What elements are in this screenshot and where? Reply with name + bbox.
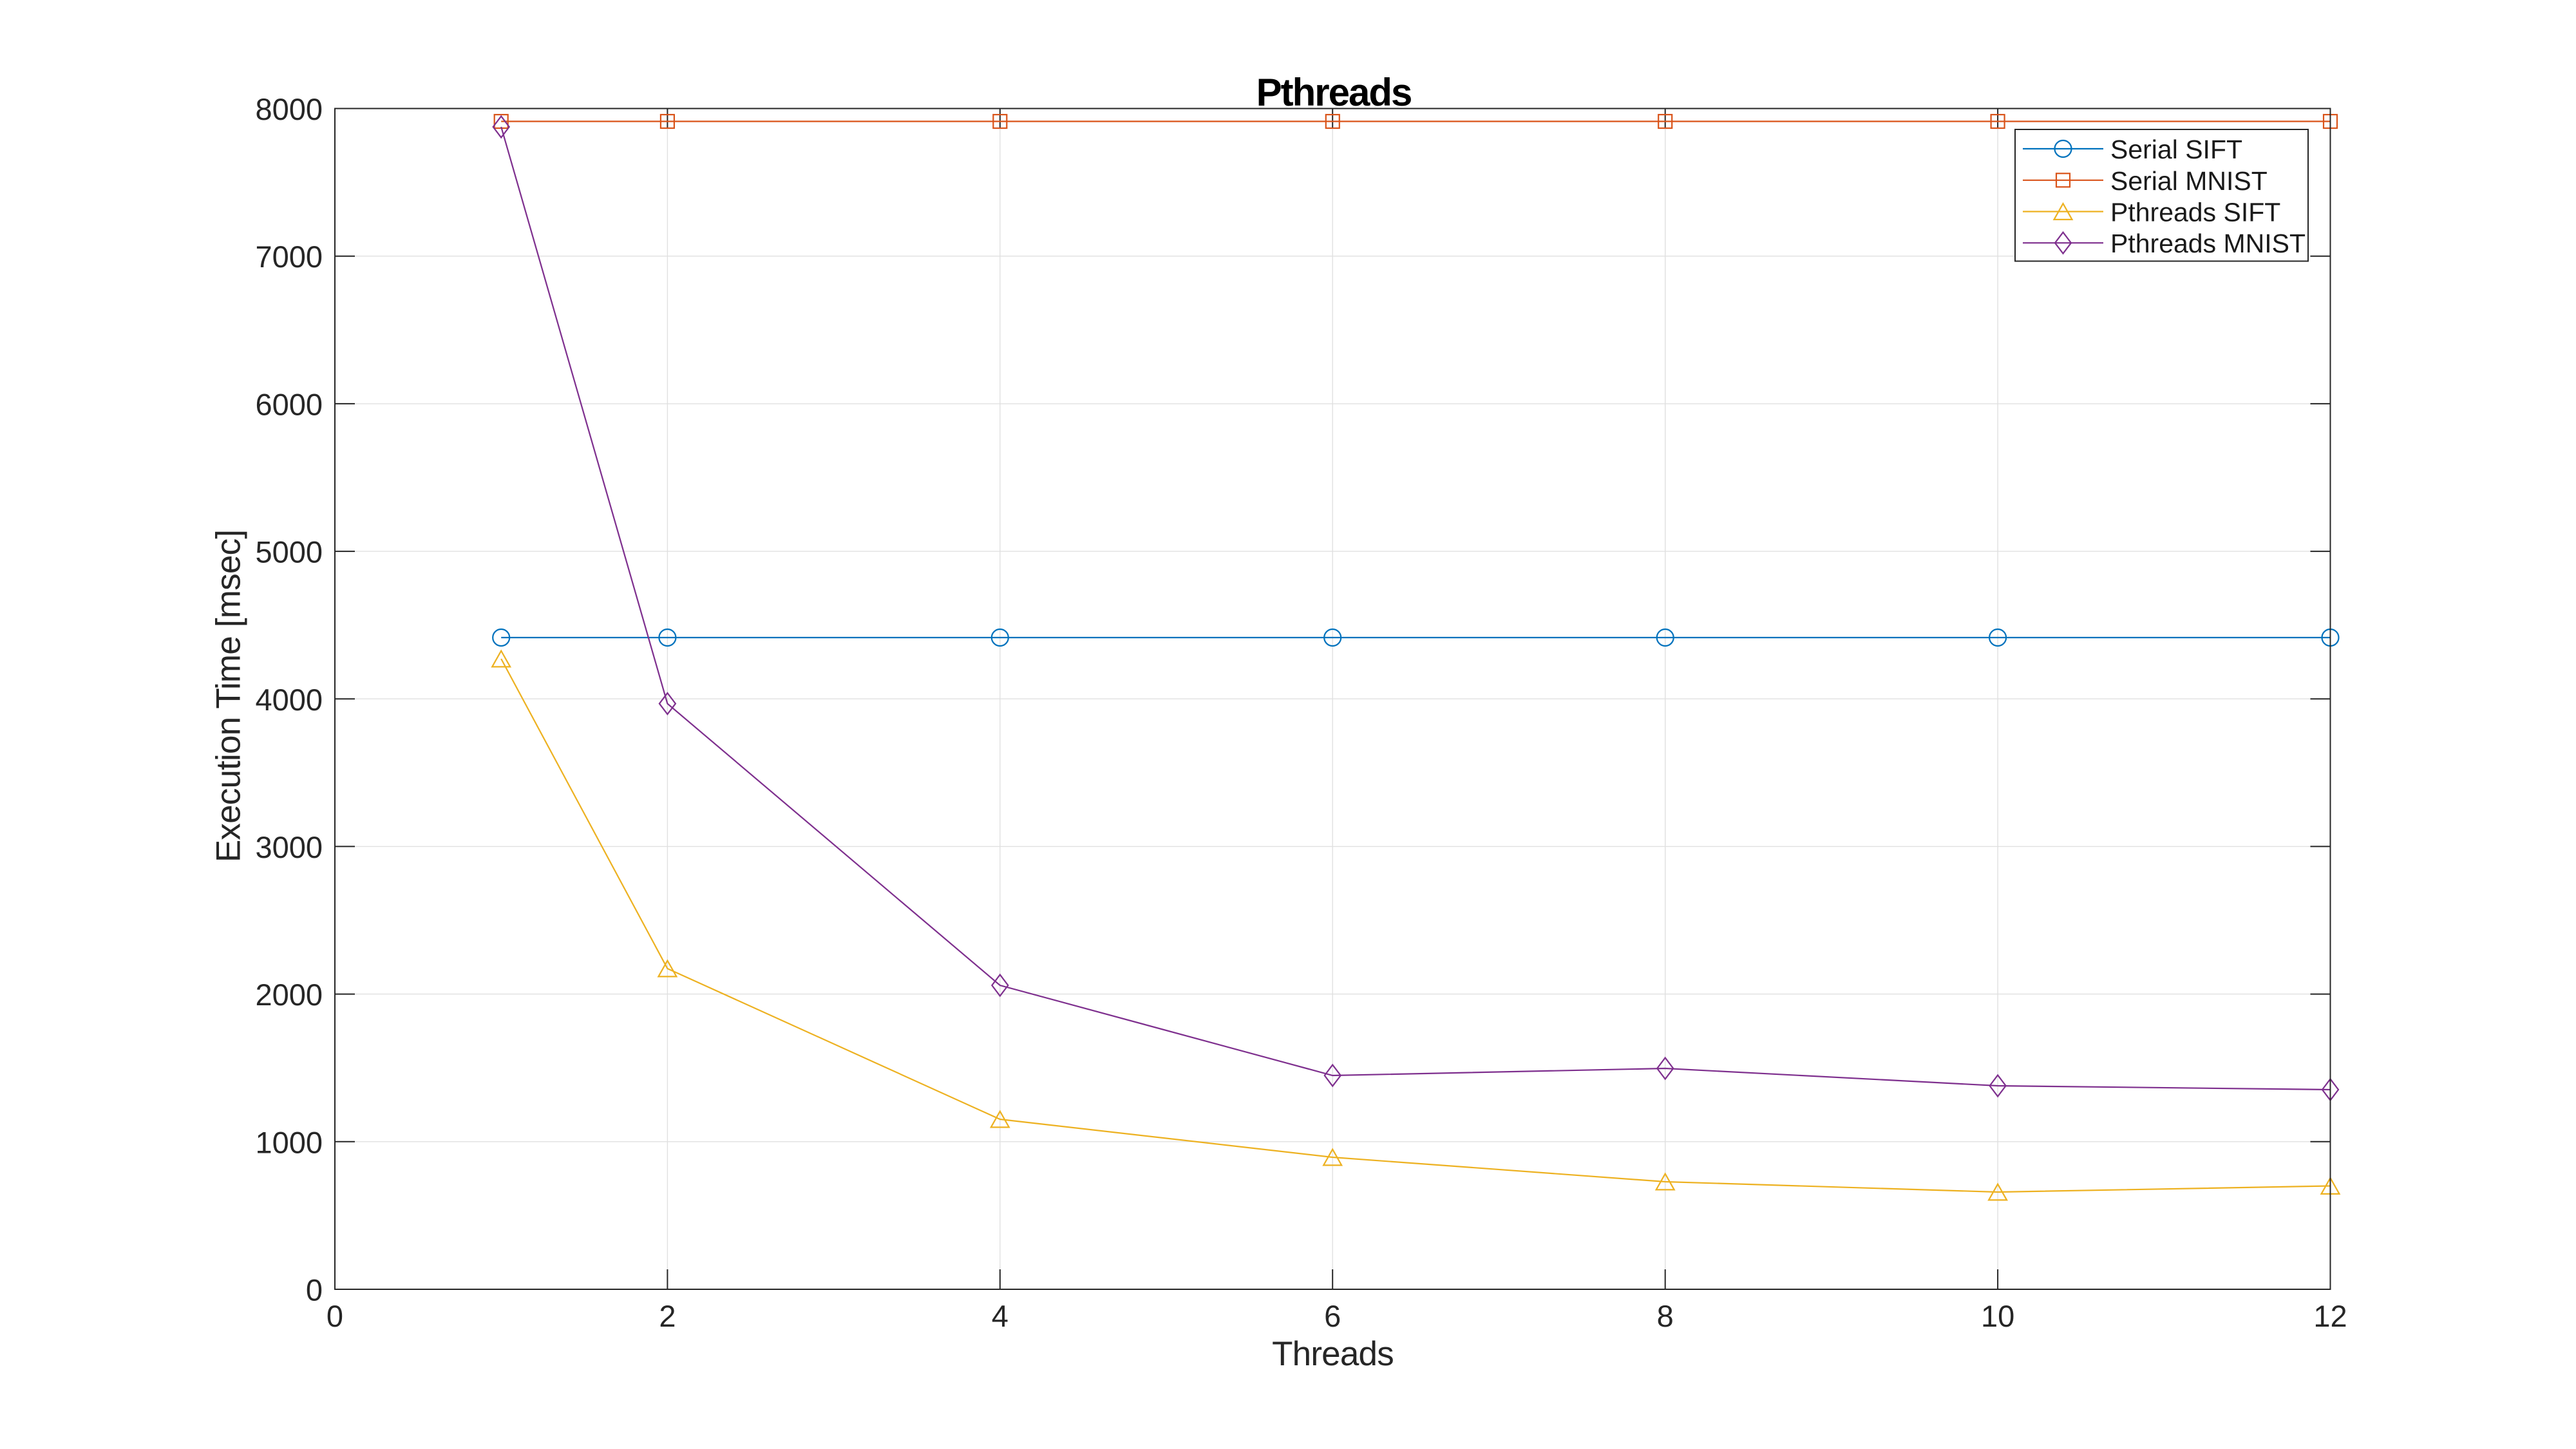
svg-text:Pthreads MNIST: Pthreads MNIST (2110, 229, 2306, 258)
svg-text:5000: 5000 (255, 535, 323, 569)
svg-text:2000: 2000 (255, 978, 323, 1012)
svg-text:7000: 7000 (255, 240, 323, 274)
svg-text:Pthreads: Pthreads (1256, 71, 1412, 114)
svg-text:1000: 1000 (255, 1125, 323, 1159)
svg-text:Serial SIFT: Serial SIFT (2110, 135, 2242, 164)
svg-text:6: 6 (1324, 1299, 1341, 1333)
svg-text:Serial MNIST: Serial MNIST (2110, 166, 2268, 196)
svg-text:3000: 3000 (255, 830, 323, 864)
svg-text:8: 8 (1657, 1299, 1674, 1333)
svg-text:Threads: Threads (1272, 1335, 1394, 1373)
svg-text:12: 12 (2313, 1299, 2347, 1333)
svg-text:8000: 8000 (255, 92, 323, 126)
svg-text:Pthreads SIFT: Pthreads SIFT (2110, 198, 2280, 227)
svg-text:10: 10 (1981, 1299, 2014, 1333)
svg-text:2: 2 (659, 1299, 676, 1333)
svg-text:0: 0 (306, 1273, 323, 1307)
svg-text:4000: 4000 (255, 683, 323, 717)
svg-text:6000: 6000 (255, 387, 323, 421)
svg-text:4: 4 (992, 1299, 1009, 1333)
svg-text:Execution Time [msec]: Execution Time [msec] (210, 530, 248, 862)
svg-text:0: 0 (327, 1299, 343, 1333)
